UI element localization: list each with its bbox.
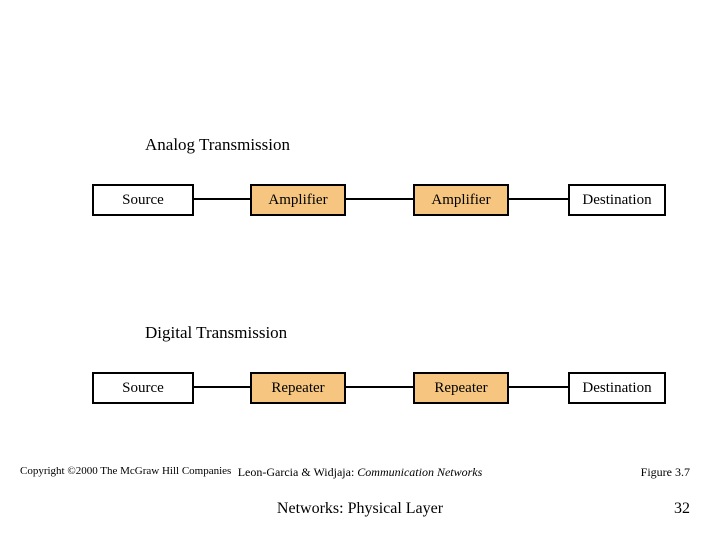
analog-source-box: Source [92, 184, 194, 216]
digital-repeater-box-2: Repeater [413, 372, 509, 404]
figure-number: Figure 3.7 [641, 465, 690, 480]
digital-arrow-icon [219, 344, 221, 372]
digital-repeater-box-1: Repeater [250, 372, 346, 404]
analog-title: Analog Transmission [145, 135, 290, 155]
digital-row: Source Repeater Repeater Destination [0, 372, 720, 402]
digital-source-box: Source [92, 372, 194, 404]
footer-center: Leon-Garcia & Widjaja: Communication Net… [0, 465, 720, 480]
connector [192, 386, 250, 388]
analog-arrow-icon [219, 156, 221, 184]
analog-amplifier-box-2: Amplifier [413, 184, 509, 216]
connector [344, 198, 413, 200]
slide-title: Networks: Physical Layer [0, 500, 720, 518]
footer-book-title: Communication Networks [357, 465, 482, 479]
connector [192, 198, 250, 200]
analog-amplifier-box-1: Amplifier [250, 184, 346, 216]
connector [507, 198, 568, 200]
analog-destination-box: Destination [568, 184, 666, 216]
slide: Analog Transmission Source Amplifier Amp… [0, 0, 720, 540]
digital-destination-box: Destination [568, 372, 666, 404]
analog-row: Source Amplifier Amplifier Destination [0, 184, 720, 214]
footer-authors: Leon-Garcia & Widjaja: [238, 465, 358, 479]
connector [344, 386, 413, 388]
digital-title: Digital Transmission [145, 323, 287, 343]
page-number: 32 [674, 500, 690, 518]
connector [507, 386, 568, 388]
